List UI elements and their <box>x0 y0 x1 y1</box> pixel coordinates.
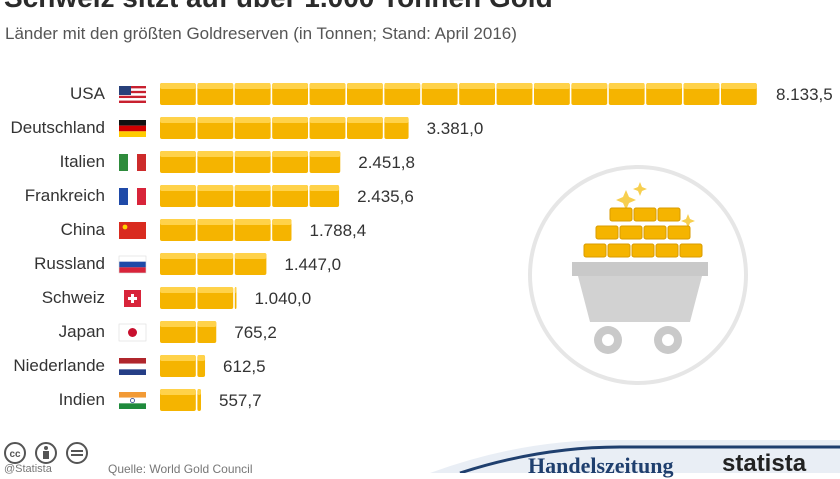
value-label: 557,7 <box>219 391 262 410</box>
bar-row: Niederlande 612,5 <box>13 355 266 377</box>
flag-italy-icon <box>119 154 146 171</box>
category-label: Russland <box>34 254 105 273</box>
bar-row: Japan 765,2 <box>59 321 277 343</box>
svg-text:cc: cc <box>9 449 21 460</box>
value-label: 612,5 <box>223 357 266 376</box>
bar <box>160 389 202 411</box>
license-text: @Statista <box>4 463 52 475</box>
bar <box>160 151 341 173</box>
bar-row: China 1.788,4 <box>61 219 366 241</box>
flag-usa-icon <box>119 86 146 103</box>
bar-row: Schweiz 1.040,0 <box>42 287 311 309</box>
bar-row: Deutschland 3.381,0 <box>10 117 483 139</box>
bar-row: USA 8.133,5 <box>70 83 833 105</box>
bar <box>160 321 217 343</box>
gold-mine-cart-icon <box>528 165 748 385</box>
bar <box>160 83 757 105</box>
bar <box>160 185 340 207</box>
flag-netherlands-icon <box>119 358 146 375</box>
category-label: Niederlande <box>13 356 105 375</box>
category-label: Japan <box>59 322 105 341</box>
value-label: 1.788,4 <box>309 221 366 240</box>
nd-icon <box>66 442 88 464</box>
value-label: 765,2 <box>234 323 277 342</box>
category-label: Italien <box>60 152 105 171</box>
value-label: 1.447,0 <box>284 255 341 274</box>
bar <box>160 219 292 241</box>
bar <box>160 253 267 275</box>
flag-germany-icon <box>119 120 146 137</box>
license-icons: cc <box>4 442 88 464</box>
bar <box>160 355 206 377</box>
bar-row: Russland 1.447,0 <box>34 253 341 275</box>
chart-subtitle: Länder mit den größten Goldreserven (in … <box>5 24 517 43</box>
category-label: USA <box>70 84 106 103</box>
category-label: Schweiz <box>42 288 105 307</box>
category-label: China <box>61 220 106 239</box>
chart-title: Schweiz sitzt auf über 1.000 Tonnen Gold <box>4 0 553 14</box>
category-label: Indien <box>59 390 105 409</box>
flag-switzerland-icon <box>124 290 141 307</box>
category-label: Frankreich <box>25 186 105 205</box>
source-note: Quelle: World Gold Council <box>108 462 253 476</box>
category-label: Deutschland <box>10 118 105 137</box>
bar-row: Indien 557,7 <box>59 389 262 411</box>
flag-russia-icon <box>118 255 147 274</box>
value-label: 3.381,0 <box>427 119 484 138</box>
value-label: 2.451,8 <box>358 153 415 172</box>
flag-china-icon <box>119 222 146 239</box>
value-label: 2.435,6 <box>357 187 414 206</box>
bar <box>160 287 237 309</box>
flag-india-icon <box>119 392 146 409</box>
value-label: 1.040,0 <box>254 289 311 308</box>
value-label: 8.133,5 <box>776 85 833 104</box>
by-icon <box>35 442 57 464</box>
bar <box>160 117 409 139</box>
cc-icon: cc <box>4 442 26 464</box>
flag-japan-icon <box>118 323 147 342</box>
statista-logo[interactable]: statista <box>722 450 807 477</box>
flag-france-icon <box>119 188 146 205</box>
bar-row: Frankreich 2.435,6 <box>25 185 414 207</box>
bar-row: Italien 2.451,8 <box>60 151 415 173</box>
publisher-logo[interactable]: Handelszeitung <box>528 453 674 478</box>
